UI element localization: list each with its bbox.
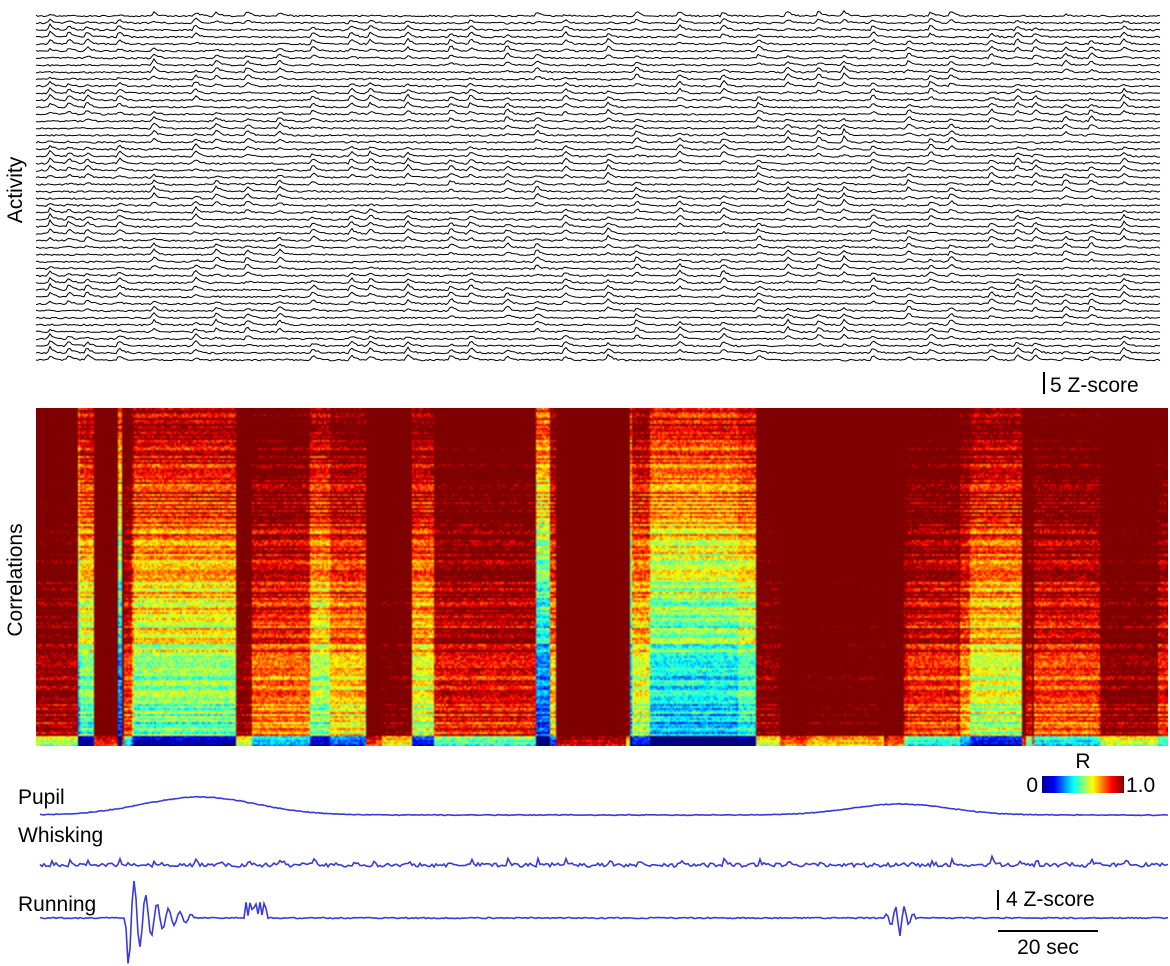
activity-trace — [35, 234, 1161, 243]
activity-traces — [35, 9, 1161, 362]
behavior-xscalebar-label: 20 sec — [1017, 936, 1079, 959]
activity-ylabel: Activity — [4, 156, 27, 223]
activity-trace — [35, 248, 1160, 257]
activity-trace — [35, 192, 1161, 201]
activity-scalebar-label: 5 Z-score — [1050, 374, 1139, 397]
correlations-ylabel: Correlations — [4, 523, 27, 636]
activity-trace — [35, 339, 1161, 348]
activity-trace — [35, 23, 1161, 32]
behavior-panel: Pupil Whisking Running 4 Z-score 20 sec — [18, 786, 1169, 964]
activity-trace — [35, 325, 1161, 334]
colorbar: R 0 1.0 — [1026, 750, 1155, 797]
pupil-label: Pupil — [18, 786, 65, 809]
pupil-trace — [39, 795, 1169, 817]
correlations-heatmap — [36, 408, 1168, 746]
activity-trace — [35, 227, 1161, 236]
correlations-panel: Correlations — [4, 408, 1168, 746]
activity-trace — [36, 163, 1161, 173]
activity-trace — [35, 17, 1161, 25]
activity-panel: Activity 5 Z-score — [4, 9, 1161, 397]
behavior-yscalebar-label: 4 Z-score — [1006, 888, 1095, 911]
running-trace — [39, 880, 1169, 964]
activity-trace — [35, 134, 1161, 145]
whisking-trace — [39, 854, 1169, 869]
activity-trace — [36, 93, 1161, 102]
activity-trace — [35, 198, 1161, 208]
activity-trace — [35, 241, 1161, 250]
activity-trace — [35, 121, 1161, 130]
activity-trace — [35, 298, 1161, 306]
activity-trace — [35, 108, 1161, 116]
colorbar-min-label: 0 — [1026, 774, 1038, 797]
activity-trace — [35, 332, 1161, 341]
activity-trace — [36, 57, 1161, 67]
activity-trace — [35, 79, 1161, 88]
activity-trace — [35, 218, 1161, 229]
activity-trace — [35, 72, 1161, 81]
activity-trace — [35, 276, 1161, 285]
activity-trace — [35, 205, 1161, 215]
colorbar-title: R — [1075, 750, 1090, 773]
activity-trace — [35, 345, 1161, 355]
activity-trace — [35, 37, 1161, 46]
activity-trace — [36, 282, 1161, 292]
activity-trace — [35, 115, 1161, 123]
activity-trace — [35, 30, 1161, 39]
activity-trace — [35, 45, 1161, 53]
activity-trace — [35, 171, 1161, 179]
activity-trace — [35, 254, 1161, 264]
activity-trace — [35, 127, 1160, 138]
activity-trace — [35, 9, 1161, 18]
activity-trace — [35, 212, 1161, 222]
whisking-label: Whisking — [18, 824, 103, 847]
colorbar-bar — [1042, 776, 1124, 793]
activity-trace — [35, 184, 1161, 194]
activity-trace — [35, 269, 1161, 278]
activity-trace — [35, 52, 1161, 60]
activity-trace — [35, 149, 1160, 158]
activity-trace — [35, 178, 1161, 186]
activity-trace — [35, 262, 1161, 271]
activity-trace — [35, 87, 1161, 95]
activity-trace — [36, 65, 1161, 74]
activity-trace — [35, 101, 1161, 110]
running-label: Running — [18, 893, 96, 916]
activity-trace — [35, 290, 1161, 299]
activity-trace — [35, 353, 1161, 362]
activity-trace — [35, 305, 1161, 313]
activity-trace — [35, 311, 1161, 320]
colorbar-max-label: 1.0 — [1126, 774, 1155, 797]
activity-trace — [35, 157, 1161, 165]
activity-trace — [35, 143, 1161, 152]
activity-trace — [35, 318, 1161, 327]
